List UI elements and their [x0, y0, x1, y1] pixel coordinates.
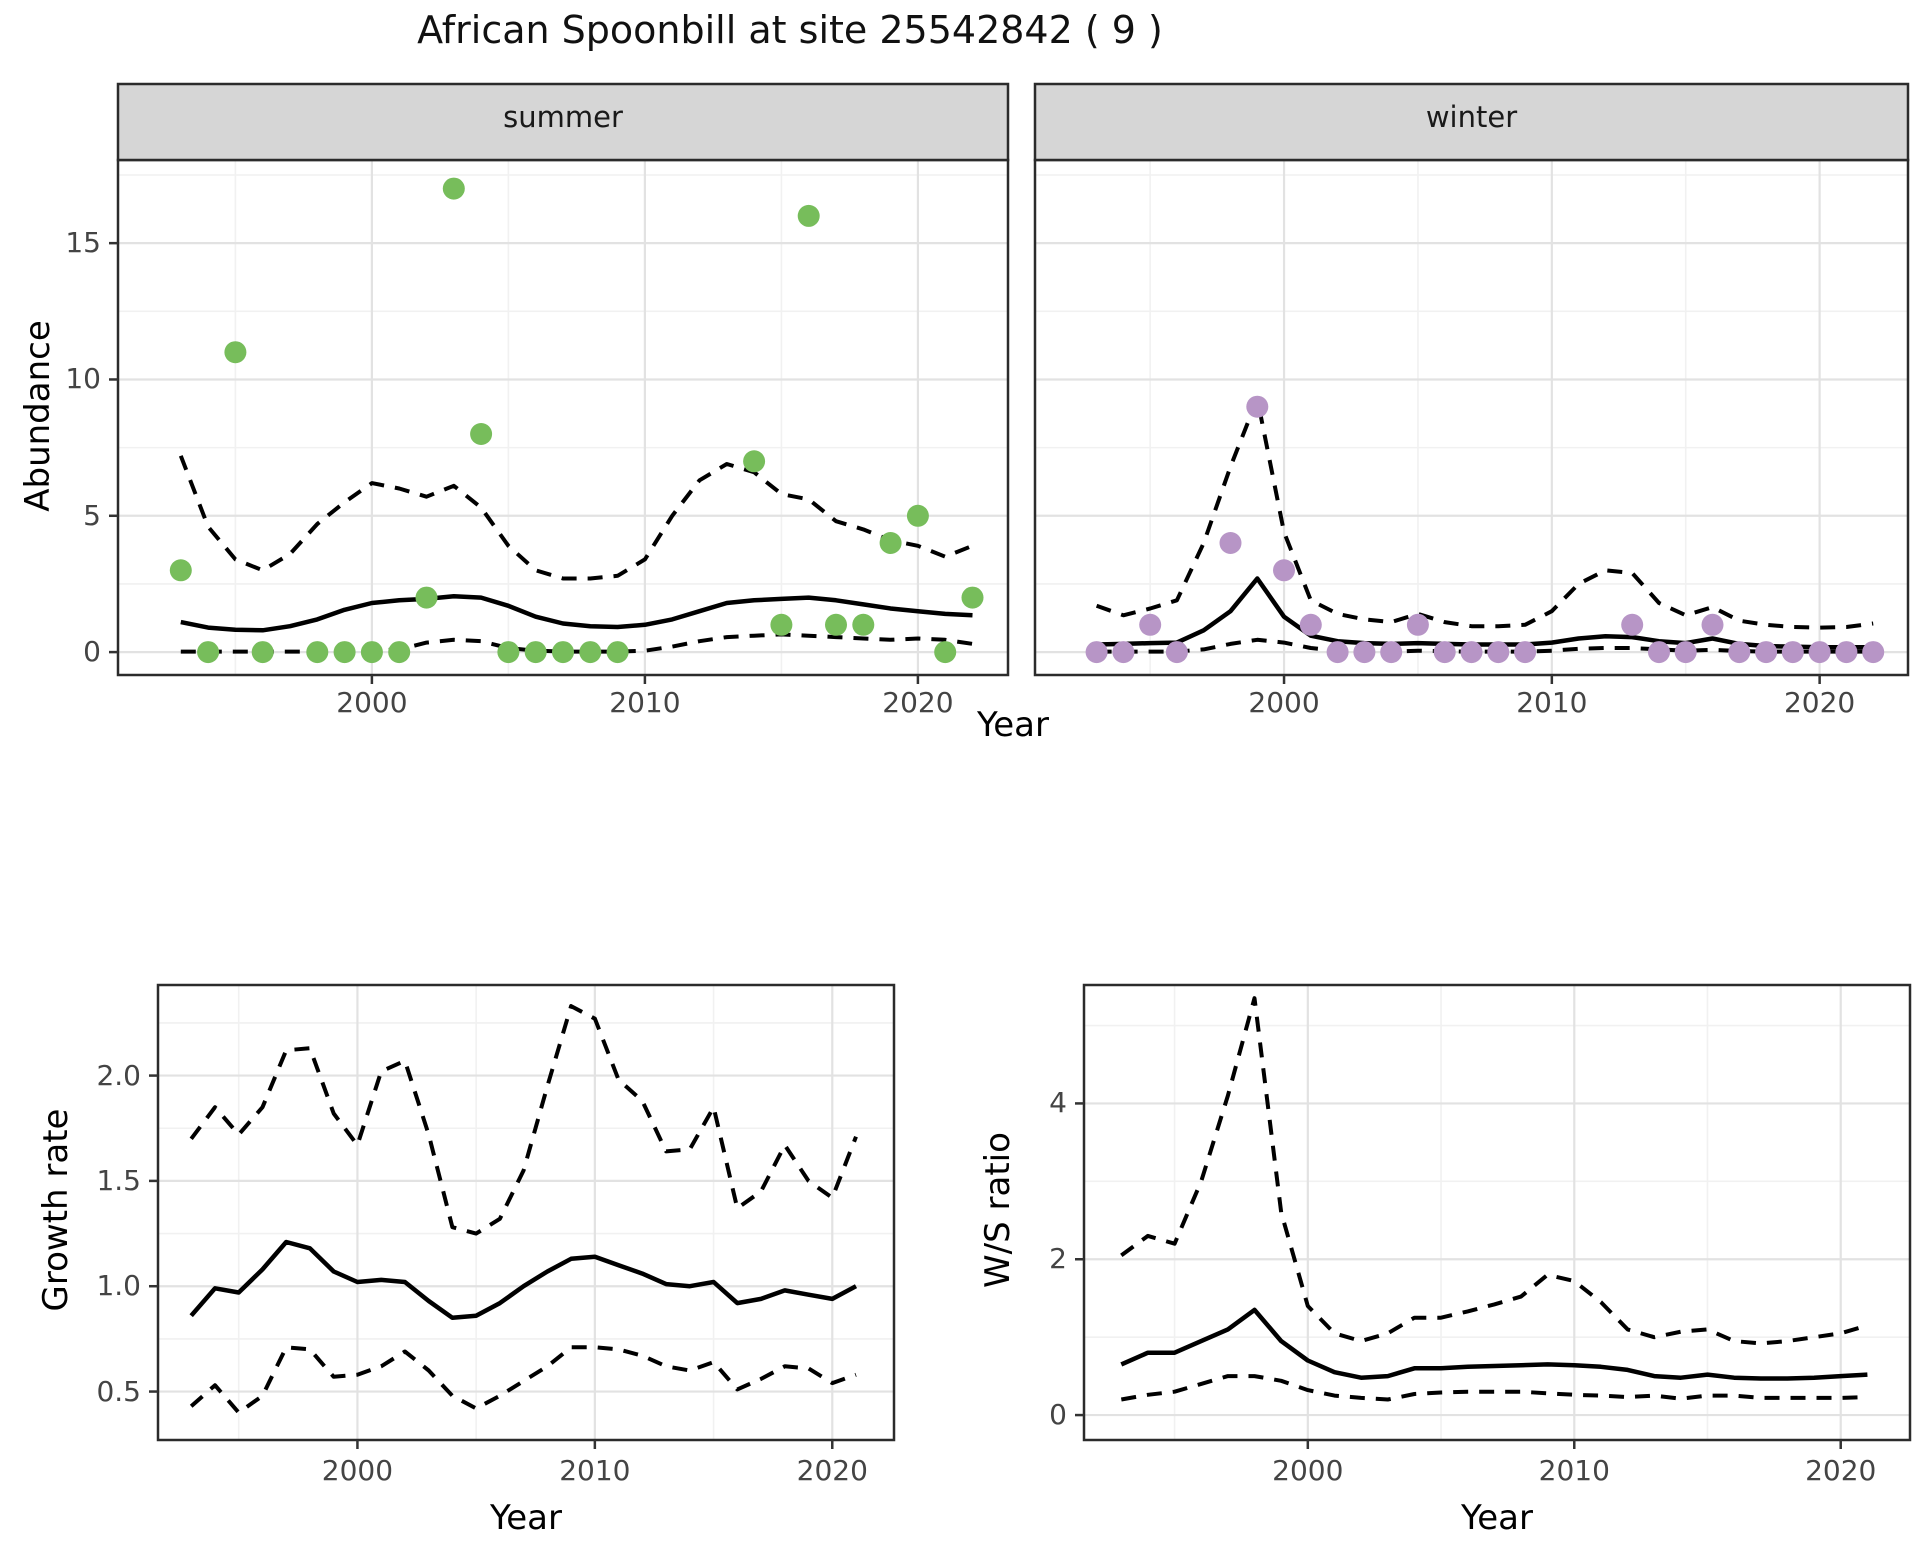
- data-point: [1353, 641, 1376, 664]
- facet-strip-label-summer: summer: [503, 100, 623, 134]
- data-point: [934, 641, 957, 664]
- data-point: [1165, 641, 1188, 664]
- tick-label: 2020: [1805, 1454, 1877, 1487]
- tick-label: 15: [65, 226, 101, 260]
- data-point: [1460, 641, 1483, 664]
- data-point: [442, 177, 465, 200]
- tick-label: 2020: [796, 1454, 868, 1487]
- data-point: [906, 504, 929, 527]
- data-point: [169, 559, 192, 582]
- tick-label: 2000: [336, 686, 408, 719]
- tick-label: 2000: [1248, 686, 1320, 719]
- tick-label: 2010: [559, 1454, 631, 1487]
- data-point: [1299, 613, 1322, 636]
- data-point: [1808, 641, 1831, 664]
- data-point: [497, 641, 520, 664]
- data-point: [1487, 641, 1510, 664]
- tick-label: 4: [1049, 1086, 1067, 1120]
- data-point: [1862, 641, 1885, 664]
- y-axis-title-abundance: Abundance: [18, 320, 58, 512]
- data-point: [825, 613, 847, 636]
- data-point: [1674, 641, 1697, 664]
- data-point: [552, 641, 574, 664]
- data-point: [524, 641, 547, 664]
- data-point: [415, 586, 438, 609]
- data-point: [1406, 613, 1429, 636]
- figure-title: African Spoonbill at site 25542842 ( 9 ): [417, 8, 1163, 52]
- tick-label: 5: [83, 498, 101, 532]
- data-point: [1755, 641, 1778, 664]
- data-point: [1085, 641, 1108, 664]
- data-point: [606, 641, 629, 664]
- tick-label: 10: [65, 362, 101, 396]
- tick-label: 2020: [882, 686, 954, 719]
- tick-label: 2: [1049, 1242, 1067, 1276]
- tick-label: 0: [1049, 1398, 1067, 1432]
- tick-label: 2000: [1272, 1454, 1344, 1487]
- x-axis-title-ws-ratio: Year: [1461, 1498, 1533, 1538]
- tick-label: 0.5: [96, 1374, 141, 1408]
- y-axis-title-growth-rate: Growth rate: [36, 1108, 76, 1312]
- data-point: [797, 204, 820, 227]
- tick-label: 1.5: [96, 1163, 141, 1197]
- data-point: [770, 613, 793, 636]
- y-axis-title-ws-ratio: W/S ratio: [978, 1132, 1018, 1288]
- data-point: [961, 586, 984, 609]
- data-point: [743, 450, 766, 473]
- x-axis-title-growth-rate: Year: [490, 1498, 562, 1538]
- data-point: [1219, 532, 1242, 554]
- data-point: [1380, 641, 1403, 664]
- facet-strip-label-winter: winter: [1425, 100, 1518, 134]
- tick-label: 1.0: [96, 1269, 141, 1303]
- data-point: [1781, 641, 1804, 664]
- tick-label: 2010: [1516, 686, 1588, 719]
- data-point: [1139, 613, 1162, 636]
- data-point: [306, 641, 329, 664]
- data-point: [1835, 641, 1858, 664]
- data-point: [197, 641, 220, 664]
- data-point: [1433, 641, 1456, 664]
- data-point: [1701, 613, 1724, 636]
- data-point: [852, 613, 875, 636]
- data-point: [224, 341, 247, 364]
- tick-label: 2010: [609, 686, 681, 719]
- data-point: [1621, 613, 1644, 636]
- data-point: [1648, 641, 1670, 664]
- data-point: [1728, 641, 1751, 664]
- data-point: [388, 641, 411, 664]
- tick-label: 2.0: [96, 1058, 141, 1092]
- data-point: [1273, 559, 1295, 582]
- tick-label: 0: [83, 635, 101, 669]
- data-point: [1246, 395, 1269, 418]
- data-point: [470, 423, 493, 445]
- tick-label: 2010: [1538, 1454, 1610, 1487]
- tick-label: 2000: [321, 1454, 394, 1487]
- data-point: [579, 641, 602, 664]
- x-axis-title-top: Year: [977, 705, 1049, 745]
- data-point: [333, 641, 356, 664]
- data-point: [1112, 641, 1135, 664]
- data-point: [879, 532, 902, 554]
- data-point: [251, 641, 274, 664]
- tick-label: 2020: [1783, 686, 1856, 719]
- data-point: [360, 641, 383, 664]
- data-point: [1514, 641, 1537, 664]
- data-point: [1326, 641, 1349, 664]
